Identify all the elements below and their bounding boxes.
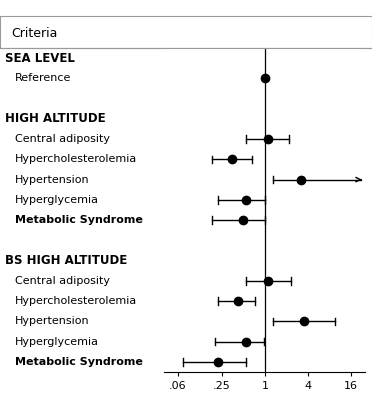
Text: Metabolic Syndrome: Metabolic Syndrome — [15, 215, 142, 225]
Text: Hypercholesterolemia: Hypercholesterolemia — [15, 154, 137, 164]
Text: Reference: Reference — [15, 73, 71, 83]
Text: Hypertension: Hypertension — [15, 316, 89, 326]
Text: Metabolic Syndrome: Metabolic Syndrome — [15, 357, 142, 367]
Text: Hyperglycemia: Hyperglycemia — [15, 195, 99, 205]
Text: BS HIGH ALTITUDE: BS HIGH ALTITUDE — [5, 254, 127, 267]
Text: Hypercholesterolemia: Hypercholesterolemia — [15, 296, 137, 306]
Text: Central adiposity: Central adiposity — [15, 134, 110, 144]
Text: Criteria: Criteria — [11, 27, 58, 40]
Text: HIGH ALTITUDE: HIGH ALTITUDE — [5, 112, 106, 125]
Text: Hyperglycemia: Hyperglycemia — [15, 337, 99, 347]
Text: Hypertension: Hypertension — [15, 175, 89, 185]
Text: SEA LEVEL: SEA LEVEL — [5, 52, 75, 65]
Text: Central adiposity: Central adiposity — [15, 276, 110, 286]
